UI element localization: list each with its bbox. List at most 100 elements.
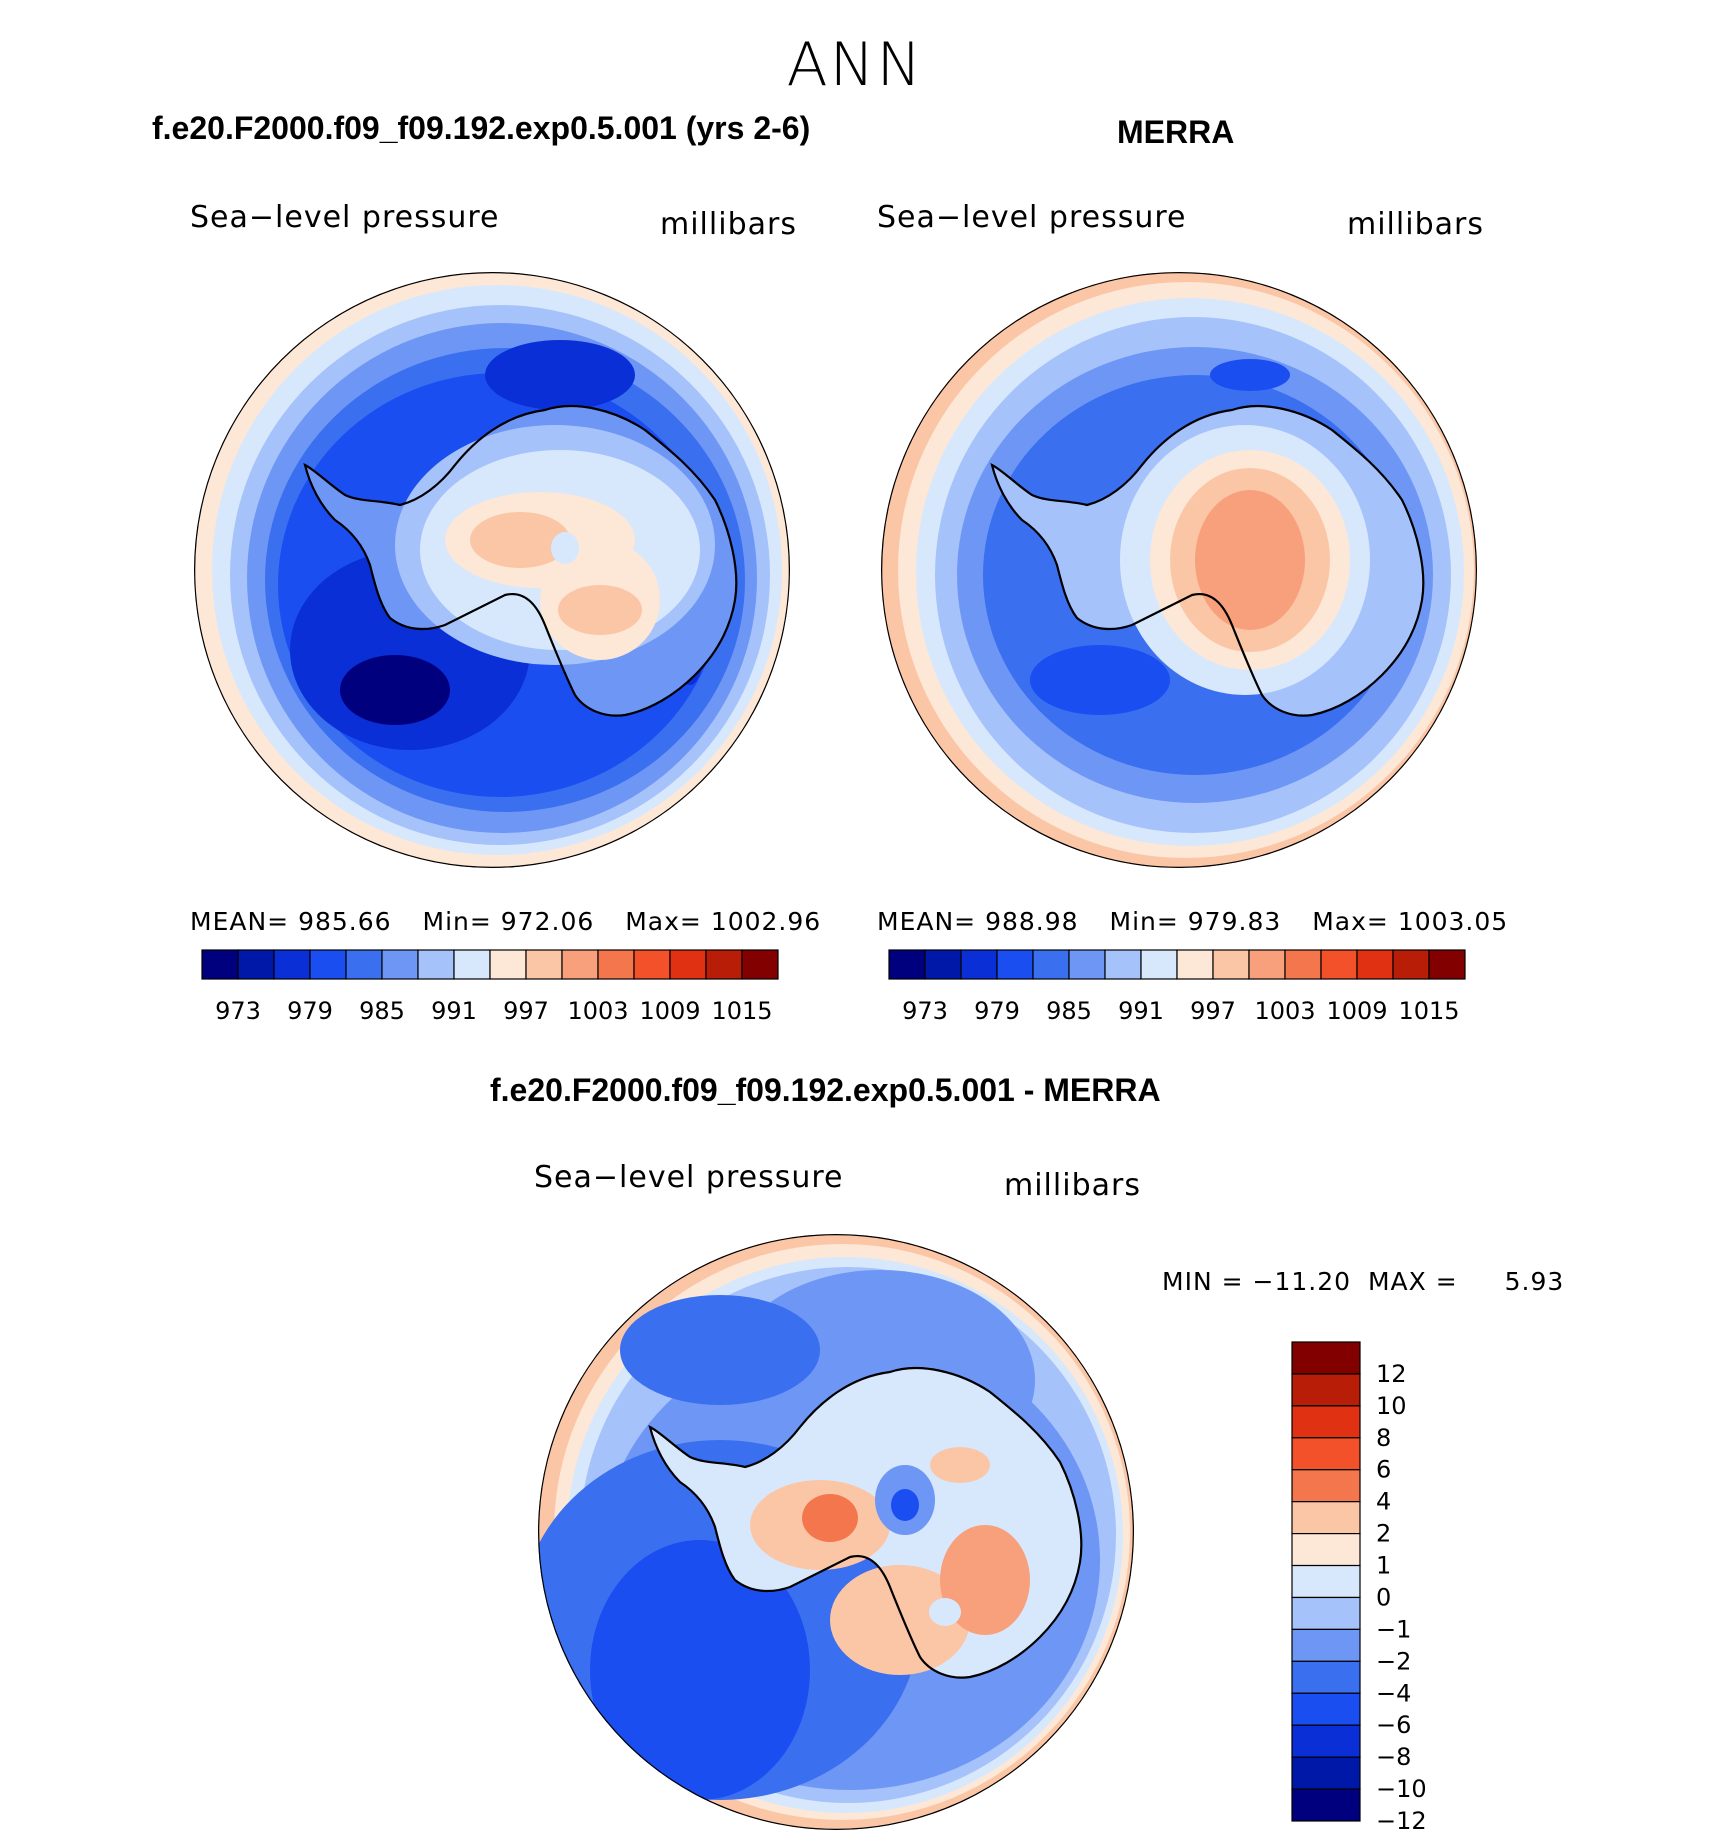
obs-max-label: Max= (1312, 907, 1389, 936)
diff-colorbar-tick-label: 1 (1376, 1552, 1391, 1580)
diff-colorbar-tick-label: −10 (1376, 1775, 1427, 1803)
obs-colorbar-tick-label: 973 (902, 997, 948, 1025)
model-min-label: Min= (422, 907, 492, 936)
diff-colorbar-box (1291, 1469, 1361, 1503)
model-colorbar-tick-label: 997 (503, 997, 549, 1025)
diff-colorbar-tick-label: 12 (1376, 1360, 1407, 1388)
obs-units-label: millibars (1347, 207, 1484, 242)
obs-colorbar-box (996, 949, 1034, 980)
model-colorbar-box (561, 949, 599, 980)
obs-colorbar-box (960, 949, 998, 980)
diff-colorbar-tick-label: 8 (1376, 1424, 1391, 1452)
model-min-value: 972.06 (500, 907, 595, 936)
obs-colorbar-box (1140, 949, 1178, 980)
diff-colorbar-tick-label: −8 (1376, 1743, 1411, 1771)
diff-colorbar-tick-label: 10 (1376, 1392, 1407, 1420)
model-colorbar-box (525, 949, 563, 980)
model-colorbar-box (453, 949, 491, 980)
model-colorbar: 973 979 985 991 997 1003 1009 1015 (201, 949, 779, 1025)
model-colorbar-box (669, 949, 707, 980)
obs-colorbar-box (1392, 949, 1430, 980)
model-colorbar-box (309, 949, 347, 980)
obs-colorbar-box (1212, 949, 1250, 980)
diff-min-label: MIN = (1162, 1267, 1244, 1296)
obs-colorbar-box (1176, 949, 1214, 980)
obs-mean-label: MEAN= (877, 907, 977, 936)
model-colorbar-box (237, 949, 275, 980)
model-colorbar-tick-label: 973 (215, 997, 261, 1025)
model-colorbar-box (741, 949, 779, 980)
diff-colorbar-tick-label: −12 (1376, 1807, 1427, 1835)
diff-min-value: −11.20 (1252, 1267, 1352, 1296)
diff-colorbar-tick-label: 4 (1376, 1488, 1391, 1516)
model-colorbar-box (597, 949, 635, 980)
diff-colorbar-box (1291, 1660, 1361, 1694)
diff-colorbar-box (1291, 1501, 1361, 1535)
diff-max-label: MAX = (1367, 1267, 1458, 1296)
diff-colorbar-tick-label: 6 (1376, 1456, 1391, 1484)
obs-min-value: 979.83 (1187, 907, 1282, 936)
model-colorbar-box (489, 949, 527, 980)
obs-colorbar-box (888, 949, 926, 980)
obs-max-value: 1003.05 (1397, 907, 1509, 936)
obs-colorbar-tick-label: 991 (1118, 997, 1164, 1025)
model-colorbar-tick-label: 991 (431, 997, 477, 1025)
obs-min-label: Min= (1109, 907, 1179, 936)
diff-units-label: millibars (1004, 1168, 1141, 1203)
diff-colorbar-box (1291, 1341, 1361, 1375)
obs-colorbar-box (1104, 949, 1142, 980)
diff-colorbar-box (1291, 1405, 1361, 1439)
model-units-label: millibars (660, 207, 797, 242)
model-colorbar-tick-label: 985 (359, 997, 405, 1025)
diff-minmax: MIN = −11.20 MAX = 5.93 (1162, 1267, 1564, 1296)
diff-colorbar-box (1291, 1596, 1361, 1631)
diff-sea-level-pressure-map (538, 1234, 1134, 1830)
obs-variable-label: Sea−level pressure (877, 200, 1187, 235)
model-colorbar-tick-label: 979 (287, 997, 333, 1025)
obs-colorbar-box (924, 949, 962, 980)
diff-colorbar-tick-label: −2 (1376, 1647, 1411, 1675)
obs-sea-level-pressure-map (881, 272, 1477, 868)
diff-colorbar-box (1291, 1756, 1361, 1790)
model-mean-value: 985.66 (298, 907, 392, 936)
obs-colorbar-box (1248, 949, 1286, 980)
model-colorbar-box (201, 949, 239, 980)
obs-colorbar-box (1356, 949, 1394, 980)
model-colorbar-box (273, 949, 311, 980)
obs-colorbar: 973 979 985 991 997 1003 1009 1015 (888, 949, 1466, 1025)
diff-colorbar-box (1291, 1628, 1361, 1662)
model-stats: MEAN= 985.66 Min= 972.06 Max= 1002.96 (190, 907, 821, 936)
diff-colorbar-tick-label: −6 (1376, 1711, 1411, 1739)
model-colorbar-box (381, 949, 419, 980)
obs-colorbar-box (1320, 949, 1358, 980)
model-colorbar-box (345, 949, 383, 980)
obs-case-title: MERRA (1117, 114, 1235, 150)
diff-colorbar-tick-label: 2 (1376, 1520, 1391, 1548)
obs-colorbar-box (1068, 949, 1106, 980)
obs-colorbar-box (1428, 949, 1466, 980)
diff-colorbar-box (1291, 1788, 1361, 1822)
diff-max-value: 5.93 (1504, 1267, 1565, 1296)
diff-colorbar-box (1291, 1373, 1361, 1407)
diff-colorbar-box (1291, 1437, 1361, 1471)
obs-colorbar-tick-label: 979 (974, 997, 1020, 1025)
obs-colorbar-tick-label: 1009 (1326, 997, 1387, 1025)
model-max-label: Max= (625, 907, 702, 936)
model-mean-label: MEAN= (190, 907, 290, 936)
diff-title: f.e20.F2000.f09_f09.192.exp0.5.001 - MER… (490, 1072, 1161, 1108)
diff-colorbar-box (1291, 1724, 1361, 1758)
obs-colorbar-box (1032, 949, 1070, 980)
diff-variable-label: Sea−level pressure (534, 1160, 844, 1195)
model-max-value: 1002.96 (710, 907, 822, 936)
model-colorbar-box (633, 949, 671, 980)
obs-stats: MEAN= 988.98 Min= 979.83 Max= 1003.05 (877, 907, 1508, 936)
model-colorbar-box (705, 949, 743, 980)
diff-colorbar-box (1291, 1564, 1361, 1599)
model-colorbar-tick-label: 1009 (639, 997, 700, 1025)
diff-colorbar-box (1291, 1532, 1361, 1567)
obs-colorbar-box (1284, 949, 1322, 980)
diff-colorbar-tick-label: −4 (1376, 1679, 1411, 1707)
obs-colorbar-tick-label: 997 (1190, 997, 1236, 1025)
